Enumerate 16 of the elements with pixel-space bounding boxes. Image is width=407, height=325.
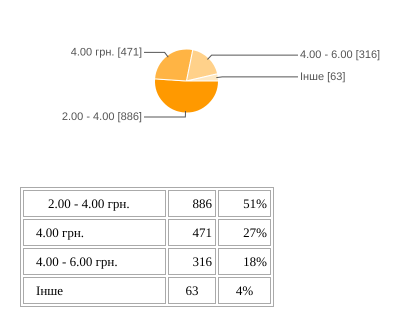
text: 18% [218,248,271,275]
slice-label: 2.00 - 4.00 [886] [62,111,142,124]
text: 2.00 - 4.00 грн. [23,190,166,217]
text: 51% [218,190,271,217]
text: 316 [168,248,216,275]
text: 4.00 грн. [23,219,166,246]
text: 4.00 - 6.00 грн. [23,248,166,275]
text: 27% [218,219,271,246]
slice-label: 4.00 грн. [471] [70,46,142,58]
slice-label: 4.00 - 6.00 [316] [300,49,380,62]
text: 471 [168,219,216,246]
text: Інше [23,277,166,304]
slice-label: Інше [63] [300,70,346,83]
text: 4% [218,277,271,304]
text: 63 [168,277,216,304]
text: 886 [168,190,216,217]
